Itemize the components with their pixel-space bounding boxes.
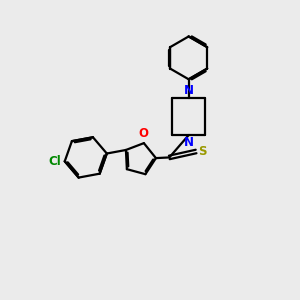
Text: S: S [198,145,207,158]
Text: Cl: Cl [48,155,61,168]
Text: N: N [184,136,194,149]
Text: N: N [184,84,194,97]
Text: O: O [138,127,148,140]
